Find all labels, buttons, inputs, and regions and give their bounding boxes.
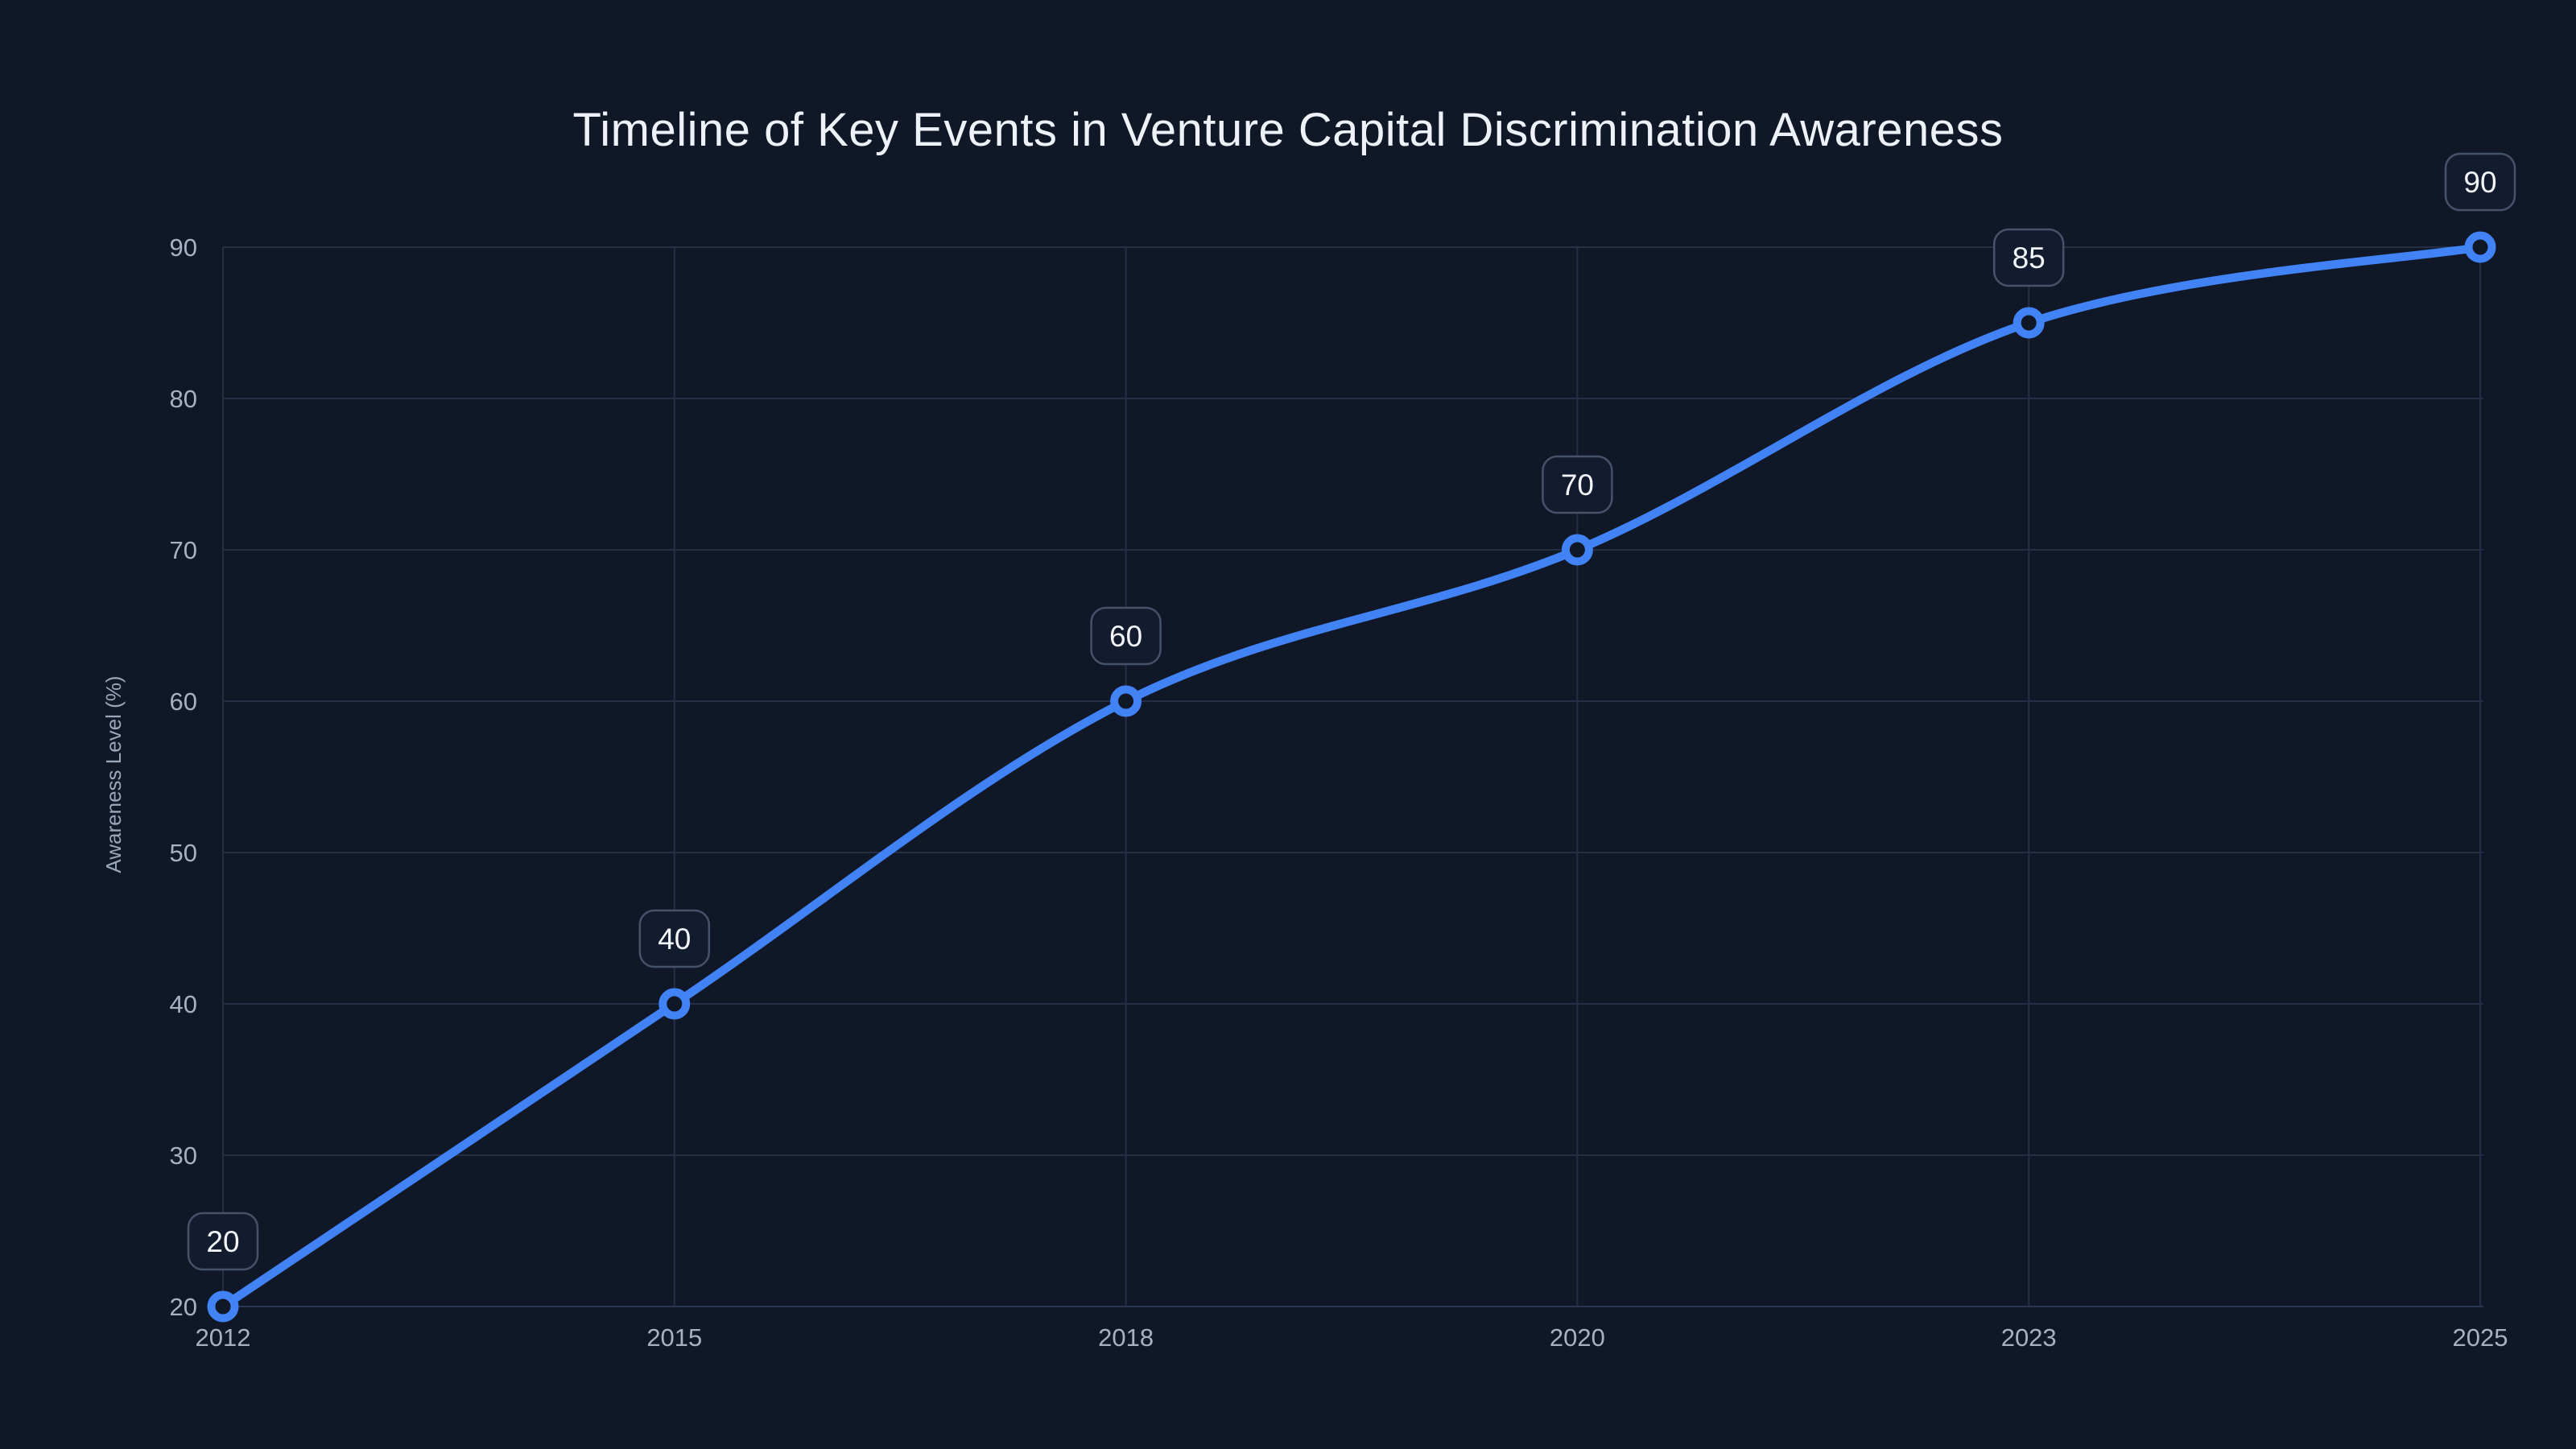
- x-axis-tick-label: 2018: [1098, 1323, 1154, 1352]
- point-value-badge: [2444, 152, 2516, 212]
- data-point-marker: [1110, 685, 1142, 717]
- y-axis-tick-label: 50: [170, 839, 197, 867]
- y-axis-tick-label: 30: [170, 1141, 197, 1170]
- y-axis-title: Awareness Level (%): [101, 675, 126, 873]
- data-point-marker: [1561, 534, 1593, 566]
- x-axis-tick-label: 2015: [646, 1323, 702, 1352]
- point-value-label: 40: [658, 923, 691, 956]
- point-value-label: 70: [1561, 469, 1594, 502]
- point-value-label: 90: [2463, 166, 2496, 199]
- data-point-marker: [2013, 307, 2045, 339]
- point-value-label: 85: [2013, 242, 2046, 275]
- x-axis-tick-label: 2020: [1550, 1323, 1605, 1352]
- y-axis-tick-label: 60: [170, 687, 197, 716]
- series-line: [218, 242, 2485, 1311]
- x-axis-tick-label: 2023: [2001, 1323, 2057, 1352]
- data-point-marker: [207, 1290, 239, 1323]
- point-value-badge: [1992, 228, 2065, 287]
- point-value-badge: [1090, 606, 1162, 666]
- x-axis-tick-label: 2012: [196, 1323, 251, 1352]
- data-point-marker: [658, 988, 691, 1020]
- x-axis-tick-label: 2025: [2453, 1323, 2508, 1352]
- point-value-label: 20: [206, 1225, 239, 1258]
- y-axis-tick-label: 20: [170, 1293, 197, 1321]
- y-axis-tick-label: 70: [170, 536, 197, 564]
- point-value-badge: [1542, 455, 1613, 514]
- point-value-badge: [187, 1212, 259, 1271]
- point-value-badge: [638, 909, 711, 968]
- y-axis-tick-label: 40: [170, 990, 197, 1018]
- data-point-marker: [2464, 231, 2496, 263]
- point-value-label: 60: [1109, 620, 1142, 653]
- y-axis-tick-label: 90: [170, 233, 197, 262]
- y-axis-tick-label: 80: [170, 385, 197, 413]
